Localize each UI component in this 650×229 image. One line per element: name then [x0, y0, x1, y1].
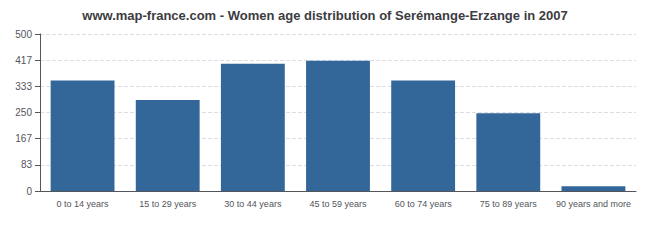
svg-text:83: 83 — [21, 159, 33, 170]
svg-text:500: 500 — [15, 29, 32, 40]
svg-text:75 to 89 years: 75 to 89 years — [480, 199, 538, 209]
svg-text:90 years and more: 90 years and more — [556, 199, 631, 209]
svg-text:250: 250 — [15, 107, 32, 118]
svg-text:15 to 29 years: 15 to 29 years — [139, 199, 197, 209]
svg-text:45 to 59 years: 45 to 59 years — [309, 199, 367, 209]
svg-text:0 to 14 years: 0 to 14 years — [57, 199, 110, 209]
svg-text:167: 167 — [15, 133, 32, 144]
svg-text:0: 0 — [26, 186, 32, 197]
svg-text:60 to 74 years: 60 to 74 years — [395, 199, 453, 209]
svg-text:www.map-france.com - Women age: www.map-france.com - Women age distribut… — [81, 8, 567, 23]
svg-text:333: 333 — [15, 81, 32, 92]
svg-text:30 to 44 years: 30 to 44 years — [224, 199, 282, 209]
svg-text:417: 417 — [15, 55, 32, 66]
